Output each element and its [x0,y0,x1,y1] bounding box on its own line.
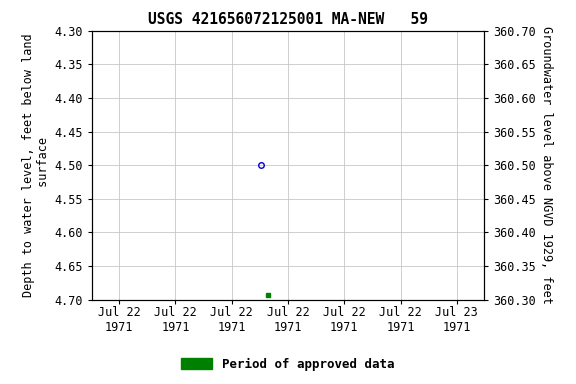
Y-axis label: Depth to water level, feet below land
 surface: Depth to water level, feet below land su… [22,33,51,297]
Title: USGS 421656072125001 MA-NEW   59: USGS 421656072125001 MA-NEW 59 [148,12,428,27]
Legend: Period of approved data: Period of approved data [176,353,400,376]
Y-axis label: Groundwater level above NGVD 1929, feet: Groundwater level above NGVD 1929, feet [540,26,553,304]
